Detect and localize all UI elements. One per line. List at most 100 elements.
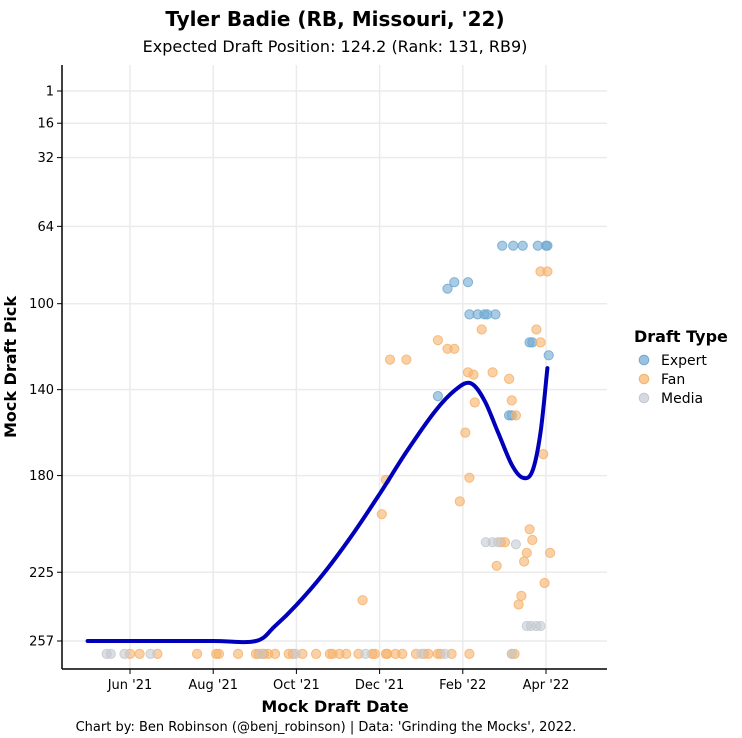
data-points <box>101 240 556 660</box>
data-point-fan <box>460 427 471 438</box>
data-point-media <box>493 537 504 548</box>
data-point-fan <box>510 410 522 421</box>
x-tick-label: Apr '22 <box>523 678 570 693</box>
data-point-fan <box>376 509 387 520</box>
data-point-fan <box>524 524 535 535</box>
series-expert <box>432 240 554 421</box>
data-point-media <box>290 648 301 660</box>
data-point-fan <box>545 547 556 559</box>
legend-label-expert: Expert <box>661 353 707 369</box>
legend-title: Draft Type <box>634 327 728 346</box>
y-tick-label: 257 <box>29 635 54 650</box>
data-point-fan <box>192 648 203 660</box>
data-point-expert <box>449 277 460 288</box>
data-point-fan <box>369 648 380 660</box>
data-point-fan <box>527 534 538 546</box>
data-point-fan <box>469 397 480 408</box>
x-tick-label: Feb '22 <box>439 678 486 693</box>
trend-line-group <box>85 366 550 645</box>
data-point-fan <box>233 648 244 660</box>
data-point-media <box>105 648 116 660</box>
data-point-fan <box>311 648 322 660</box>
data-point-fan <box>401 354 412 365</box>
trend-line <box>85 366 550 645</box>
data-point-fan <box>468 369 479 380</box>
data-point-expert <box>508 240 519 251</box>
data-point-expert <box>497 240 508 251</box>
legend-swatch-media <box>638 392 650 404</box>
data-point-expert <box>543 350 554 361</box>
chart-subtitle: Expected Draft Position: 124.2 (Rank: 13… <box>143 37 528 56</box>
data-point-media <box>360 648 371 660</box>
x-tick-label: Oct '21 <box>273 678 320 693</box>
x-tick-label: Dec '21 <box>355 678 404 693</box>
legend-label-fan: Fan <box>661 372 685 388</box>
x-axis-label: Mock Draft Date <box>261 697 408 716</box>
data-point-expert <box>462 277 474 288</box>
data-point-fan <box>519 556 530 567</box>
chart-caption: Chart by: Ben Robinson (@benj_robinson) … <box>76 720 577 735</box>
y-axis-label: Mock Draft Pick <box>1 296 20 438</box>
legend: Draft Type Expert Fan Media <box>634 327 728 407</box>
data-point-fan <box>384 354 396 365</box>
data-point-media <box>439 648 450 660</box>
y-tick-label: 225 <box>29 566 54 581</box>
data-point-fan <box>491 560 502 571</box>
legend-swatch-expert <box>638 354 650 366</box>
x-ticks: Jun '21 Aug '21 Oct '21 Dec '21 Feb '22 Apr '… <box>107 669 570 693</box>
data-point-expert <box>442 283 453 294</box>
data-point-fan <box>397 648 408 660</box>
data-point-media <box>510 539 522 550</box>
data-point-media <box>145 648 156 660</box>
y-tick-label: 140 <box>29 383 54 398</box>
data-point-fan <box>516 590 527 602</box>
data-point-expert <box>490 309 501 320</box>
data-point-media <box>119 648 130 660</box>
legend-label-media: Media <box>661 391 703 407</box>
data-point-fan <box>476 324 487 335</box>
data-point-fan <box>134 648 145 660</box>
y-ticks: 1 16 32 64 100 140 180 225 257 <box>29 85 62 650</box>
data-point-fan <box>538 449 549 460</box>
y-tick-label: 1 <box>46 85 54 100</box>
series-fan <box>124 266 556 660</box>
data-point-media <box>256 648 267 660</box>
grid-lines <box>62 65 607 669</box>
data-point-expert <box>432 391 443 402</box>
data-point-fan <box>357 595 368 606</box>
x-tick-label: Aug '21 <box>188 678 238 693</box>
data-point-fan <box>535 337 546 348</box>
y-tick-label: 64 <box>37 220 54 235</box>
series-media <box>101 537 546 660</box>
data-point-fan <box>504 373 515 384</box>
x-tick-label: Jun '21 <box>107 678 153 693</box>
legend-swatch-fan <box>638 373 650 385</box>
y-tick-label: 32 <box>37 151 54 166</box>
data-point-fan <box>270 648 281 660</box>
data-point-fan <box>513 599 524 610</box>
data-point-fan <box>454 496 465 507</box>
data-point-fan <box>487 367 498 378</box>
data-point-fan <box>432 335 443 346</box>
data-point-fan <box>449 343 460 354</box>
y-tick-label: 16 <box>37 117 54 132</box>
data-point-fan <box>464 648 475 660</box>
data-point-fan <box>531 324 542 335</box>
data-point-fan <box>539 577 550 589</box>
data-point-fan <box>506 395 517 406</box>
data-point-media <box>535 620 546 632</box>
chart-title: Tyler Badie (RB, Missouri, '22) <box>165 7 504 31</box>
data-point-media <box>506 648 517 660</box>
data-point-fan <box>213 648 224 660</box>
data-point-media <box>416 648 427 660</box>
data-point-fan <box>341 648 352 660</box>
data-point-fan <box>521 547 532 559</box>
data-point-fan <box>535 266 546 277</box>
y-tick-label: 180 <box>29 469 54 484</box>
legend-entries: Expert Fan Media <box>638 353 707 407</box>
data-point-expert <box>542 240 553 251</box>
data-point-expert <box>517 240 528 251</box>
data-point-fan <box>464 472 475 483</box>
y-tick-label: 100 <box>29 297 54 312</box>
